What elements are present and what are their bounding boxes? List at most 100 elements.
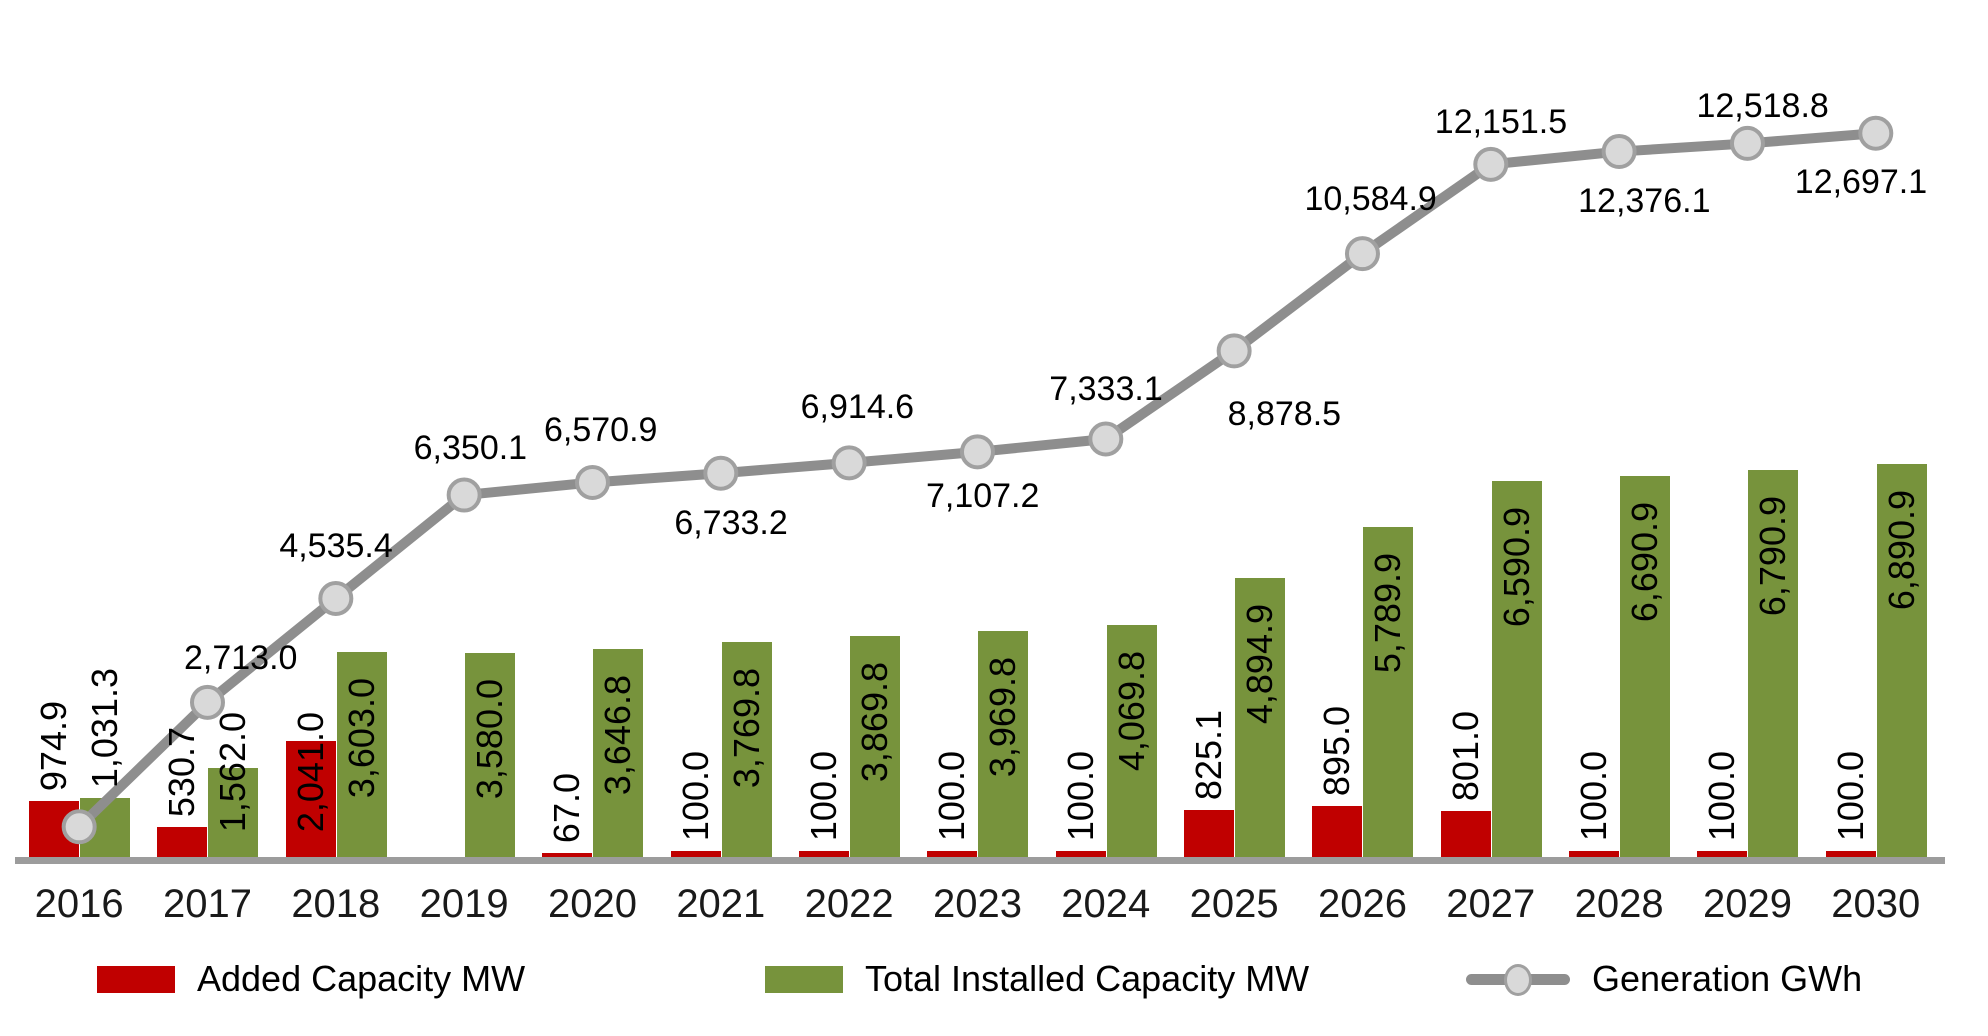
bar-added-2028 [1569,851,1620,857]
bar-added-2024 [1055,851,1106,857]
generation-label-2020: 6,570.9 [543,410,658,449]
bar-label-total-2020: 3,646.8 [597,675,639,796]
bar-label-added-2023: 100.0 [931,751,973,842]
generation-label-2023: 7,107.2 [925,477,1040,516]
generation-marker-2021 [703,455,739,491]
x-tick-2019: 2019 [419,882,509,926]
bar-total-2016 [80,798,131,857]
x-tick-2028: 2028 [1574,882,1664,926]
bar-added-2020 [542,853,593,857]
generation-marker-2028 [1601,134,1637,170]
generation-label-2017: 2,713.0 [183,638,298,677]
x-tick-2024: 2024 [1061,882,1151,926]
bar-label-added-2024: 100.0 [1059,751,1101,842]
bar-added-2017 [157,826,208,857]
bar-label-total-2025: 4,894.9 [1239,603,1281,725]
bar-label-added-2025: 825.1 [1188,709,1230,801]
x-tick-2017: 2017 [162,882,252,926]
x-tick-2023: 2023 [932,882,1022,926]
x-tick-2016: 2016 [34,882,124,926]
generation-marker-2026 [1344,236,1380,272]
generation-marker-2024 [1088,421,1124,457]
generation-label-2026: 10,584.9 [1304,180,1437,219]
generation-marker-2022 [831,445,867,481]
x-tick-2027: 2027 [1446,882,1536,926]
bar-added-2023 [927,851,978,857]
bar-label-added-2030: 100.0 [1829,751,1871,842]
generation-label-2030: 12,697.1 [1794,162,1928,201]
bar-label-added-2018: 2,041.0 [289,712,331,833]
generation-label-2021: 6,733.2 [674,503,788,542]
generation-marker-2020 [574,464,610,500]
bar-label-total-2018: 3,603.0 [340,677,382,798]
generation-label-2025: 8,878.5 [1227,395,1342,434]
generation-marker-2030 [1858,115,1894,151]
bar-label-total-2017: 1,562.0 [212,712,254,833]
x-tick-2025: 2025 [1189,882,1279,926]
bar-label-added-2022: 100.0 [803,751,845,842]
bar-label-total-2027: 6,590.9 [1495,507,1537,628]
bar-label-added-2026: 895.0 [1316,705,1358,797]
x-tick-2026: 2026 [1317,882,1407,926]
legend-item-total-installed-capacity: Total Installed Capacity MW [765,952,1309,1006]
bar-label-total-2026: 5,789.9 [1367,552,1409,674]
total-installed-capacity-swatch-icon [765,965,843,993]
generation-marker-2029 [1729,125,1765,161]
bar-added-2025 [1184,809,1235,857]
bar-added-2027 [1440,811,1491,857]
generation-label-2028: 12,376.1 [1578,182,1711,221]
bar-added-2016 [29,801,80,857]
x-tick-2021: 2021 [676,882,766,926]
bar-label-total-2021: 3,769.8 [725,668,767,789]
bar-added-2021 [670,851,721,857]
generation-label-2022: 6,914.6 [800,388,915,427]
bar-total-2030 [1876,464,1927,857]
generation-label-2024: 7,333.1 [1049,369,1163,408]
generation-marker-2018 [318,580,354,616]
generation-label-2027: 12,151.5 [1434,102,1568,141]
bar-added-2022 [799,851,850,857]
bar-label-total-2024: 4,069.8 [1110,651,1152,772]
x-tick-2020: 2020 [547,882,637,926]
generation-marker-2023 [959,434,995,470]
generation-label-2029: 12,518.8 [1696,86,1829,125]
bar-label-added-2020: 67.0 [546,773,588,844]
bar-added-2030 [1825,851,1876,857]
bar-label-added-2016: 974.9 [33,701,75,792]
generation-label-2018: 4,535.4 [279,526,393,565]
generation-label-2019: 6,350.1 [413,428,528,467]
legend-label-generation: Generation GWh [1592,958,1863,999]
generation-marker-2025 [1216,333,1252,369]
generation-marker-2019 [446,477,482,513]
legend-item-generation: Generation GWh [1466,952,1862,1006]
x-tick-2029: 2029 [1702,882,1792,926]
x-tick-2022: 2022 [804,882,894,926]
bar-added-2029 [1697,851,1748,857]
generation-line-marker-icon [1466,962,1570,996]
bar-label-added-2021: 100.0 [674,751,716,842]
bar-label-added-2028: 100.0 [1573,751,1615,842]
bar-label-total-2019: 3,580.0 [469,678,511,800]
bar-label-total-2028: 6,690.9 [1624,501,1666,622]
x-tick-2030: 2030 [1831,882,1921,926]
added-capacity-swatch-icon [97,965,175,993]
x-axis-line [15,857,1945,864]
legend-item-added-capacity: Added Capacity MW [97,952,525,1006]
legend-label-total-installed-capacity: Total Installed Capacity MW [865,958,1310,999]
bar-label-total-2029: 6,790.9 [1752,495,1794,617]
x-tick-2018: 2018 [291,882,381,926]
bar-label-total-2030: 6,890.9 [1880,490,1922,611]
bar-label-added-2017: 530.7 [161,726,203,817]
generation-marker-2027 [1473,146,1509,182]
bar-label-added-2029: 100.0 [1701,751,1743,842]
legend: Added Capacity MW Total Installed Capaci… [0,952,1988,1012]
bar-label-total-2023: 3,969.8 [982,656,1024,777]
bar-label-total-2022: 3,869.8 [854,662,896,783]
bar-added-2026 [1312,805,1363,857]
bar-label-added-2027: 801.0 [1444,711,1486,802]
legend-label-added-capacity: Added Capacity MW [197,958,526,999]
generation-line-swatch-dot [1504,964,1532,996]
bar-label-total-2016: 1,031.3 [84,668,126,789]
